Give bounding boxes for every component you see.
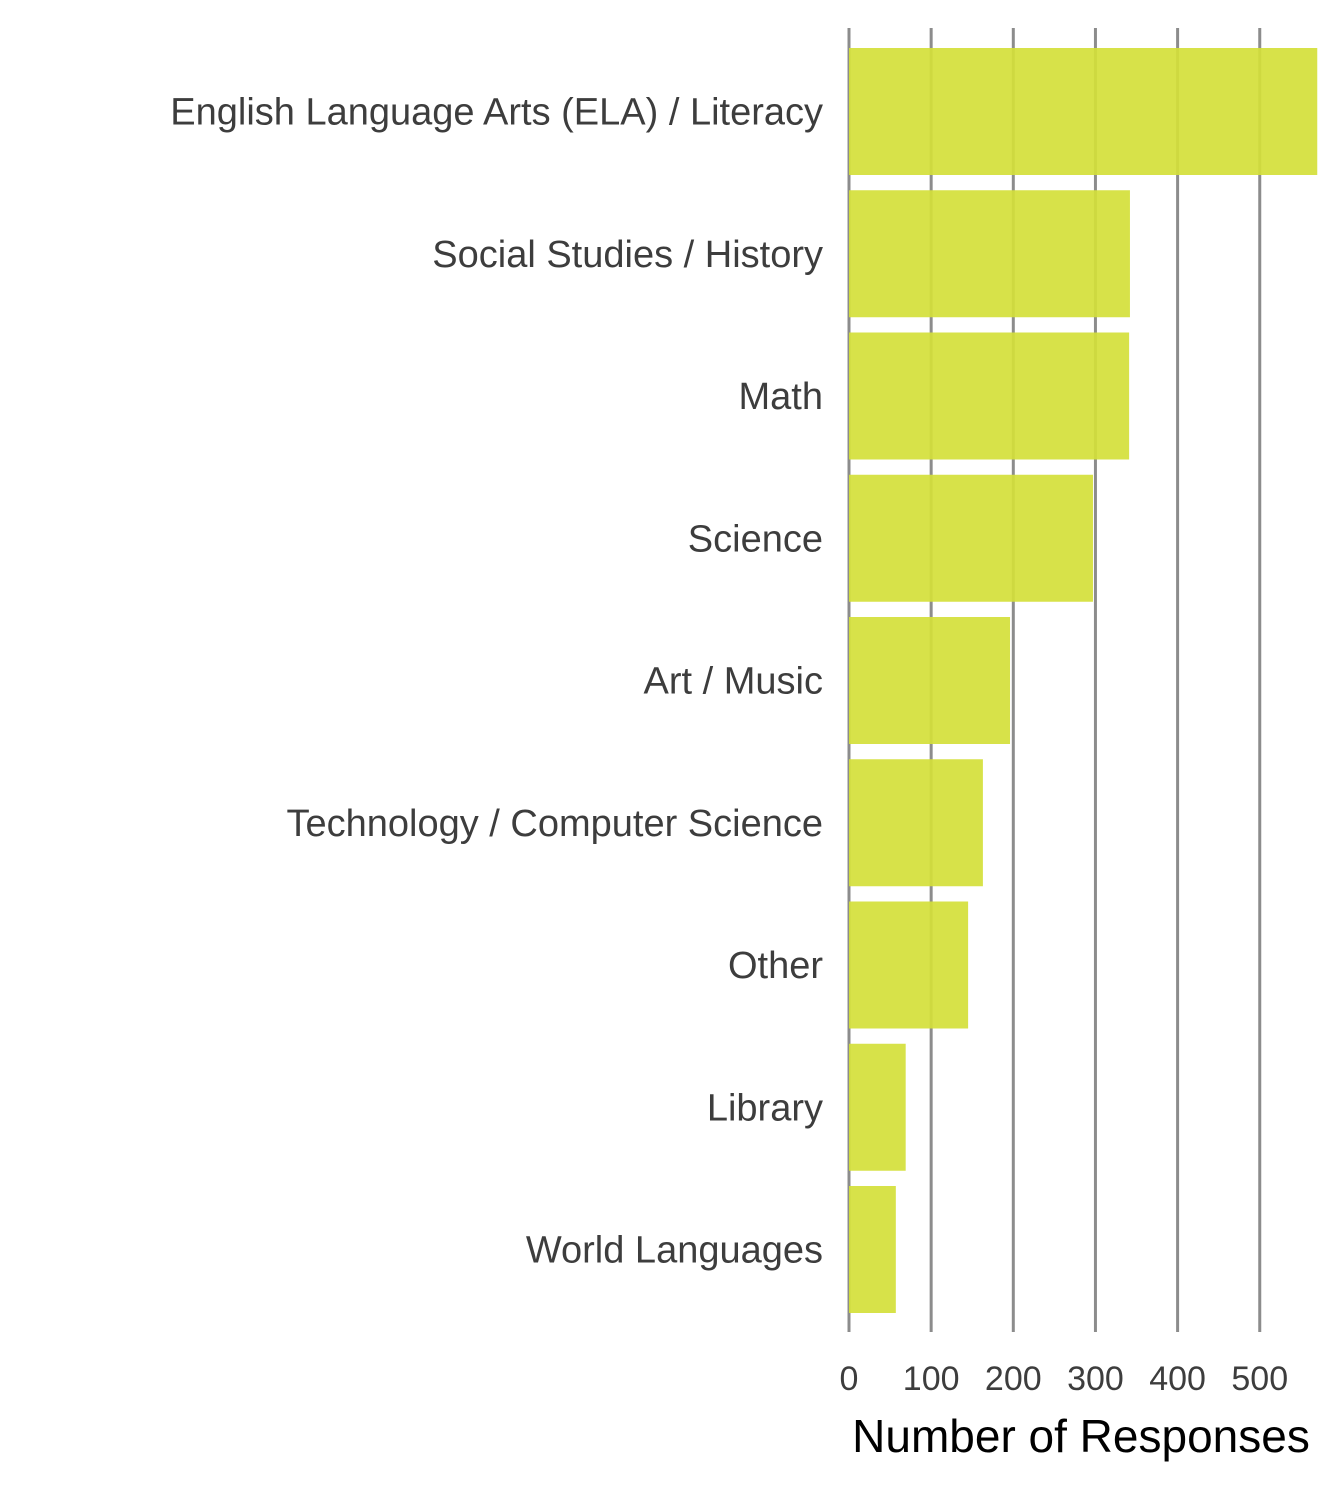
category-label-7: Library	[707, 1087, 823, 1129]
category-label-6: Other	[728, 945, 823, 987]
category-label-4: Art / Music	[644, 661, 823, 703]
category-label-8: World Languages	[526, 1230, 823, 1272]
x-tick-label-100: 100	[903, 1360, 960, 1398]
bar-5	[849, 759, 983, 887]
bars	[849, 48, 1318, 1313]
x-tick-label-0: 0	[840, 1360, 859, 1398]
bar-6	[849, 901, 969, 1029]
x-tick-label-200: 200	[985, 1360, 1042, 1398]
bar-3	[849, 474, 1093, 602]
x-tick-label-400: 400	[1149, 1360, 1206, 1398]
bar-1	[849, 190, 1130, 318]
bar-0	[849, 48, 1318, 175]
category-label-0: English Language Arts (ELA) / Literacy	[170, 92, 823, 134]
category-label-5: Technology / Computer Science	[286, 803, 823, 845]
category-label-1: Social Studies / History	[432, 234, 823, 276]
category-label-3: Science	[688, 518, 823, 560]
bar-2	[849, 332, 1130, 460]
bar-7	[849, 1043, 906, 1171]
bar-8	[849, 1186, 896, 1313]
category-label-2: Math	[739, 376, 823, 418]
x-tick-label-300: 300	[1067, 1360, 1124, 1398]
x-tick-labels: 0 100 200 300 400 500	[840, 1360, 1289, 1398]
x-axis-title: Number of Responses	[852, 1410, 1310, 1462]
x-tick-label-500: 500	[1231, 1360, 1288, 1398]
category-labels: English Language Arts (ELA) / Literacy So…	[170, 92, 823, 1272]
bar-4	[849, 617, 1011, 744]
